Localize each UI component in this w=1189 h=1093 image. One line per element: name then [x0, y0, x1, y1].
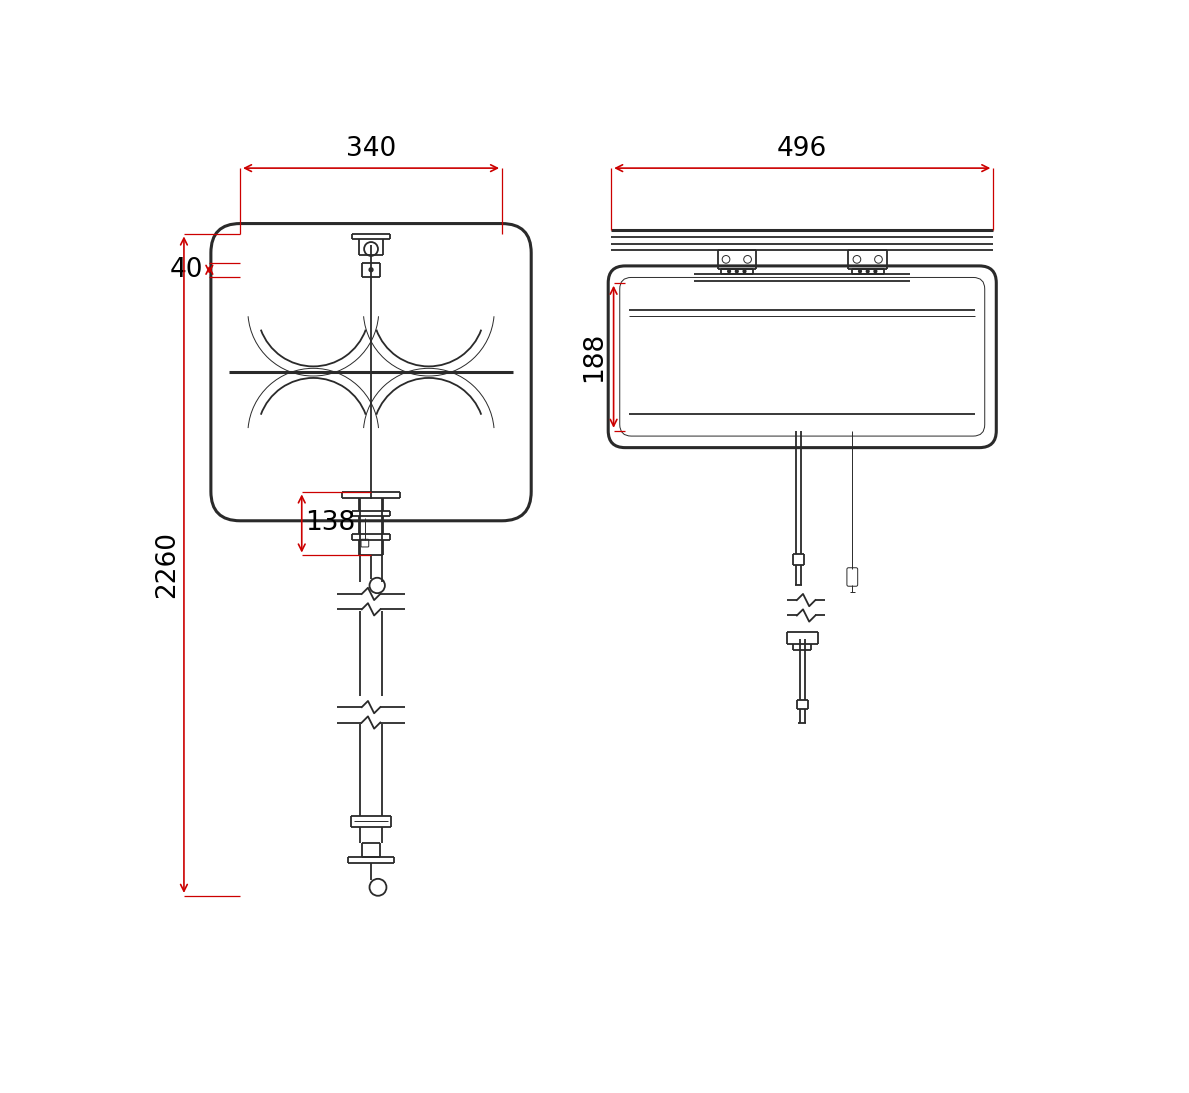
- Circle shape: [743, 270, 746, 272]
- Text: 496: 496: [778, 136, 828, 162]
- Text: 2260: 2260: [155, 531, 180, 598]
- Circle shape: [858, 270, 861, 272]
- Circle shape: [736, 270, 738, 272]
- Circle shape: [728, 270, 730, 272]
- Circle shape: [867, 270, 869, 272]
- Text: 340: 340: [346, 136, 396, 162]
- Circle shape: [874, 270, 876, 272]
- Text: 40: 40: [170, 257, 203, 283]
- Text: 138: 138: [306, 510, 356, 537]
- Text: 188: 188: [581, 331, 608, 381]
- Circle shape: [369, 268, 373, 272]
